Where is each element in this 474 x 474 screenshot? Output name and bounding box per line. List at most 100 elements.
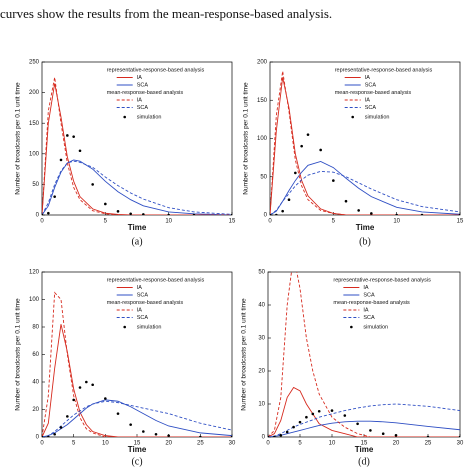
sim-point — [72, 135, 75, 138]
sim-point — [199, 435, 202, 437]
y-tick-label: 0 — [36, 435, 40, 441]
y-tick-label: 20 — [32, 407, 39, 413]
sim-point — [426, 435, 430, 437]
legend-heading: mean-response-based analysis — [333, 300, 410, 306]
sim-point — [167, 434, 170, 437]
sim-point — [42, 213, 44, 215]
series-line — [268, 272, 460, 437]
legend-label: IA — [137, 97, 143, 103]
sim-point — [311, 412, 315, 416]
x-tick-label: 5 — [72, 441, 76, 447]
x-tick-label: 15 — [134, 441, 141, 447]
sim-point — [344, 199, 348, 203]
legend-label: SCA — [137, 292, 149, 298]
legend-heading: representative-response-based analysis — [107, 277, 205, 283]
sim-point — [292, 425, 295, 429]
x-tick-label: 30 — [457, 441, 464, 447]
sim-point — [298, 420, 302, 424]
sim-point — [72, 398, 75, 402]
y-tick-label: 200 — [29, 90, 40, 96]
sim-point — [66, 415, 69, 418]
legend-label: IA — [363, 285, 369, 291]
legend-label: simulation — [363, 324, 388, 330]
x-tick-label: 0 — [268, 219, 272, 225]
sim-point — [154, 432, 158, 436]
y-tick-label: 50 — [32, 182, 39, 188]
series-line — [270, 71, 460, 215]
series-line — [42, 400, 232, 437]
y-axis-label: Number of broadcasts per 0.1 unit time — [241, 298, 248, 411]
y-tick-label: 0 — [36, 213, 40, 219]
sim-point — [230, 435, 232, 437]
x-tick-label: 10 — [393, 219, 400, 225]
sim-point — [332, 179, 335, 182]
legend-label: IA — [365, 97, 371, 103]
sim-point — [279, 434, 283, 437]
y-tick-label: 100 — [257, 136, 268, 142]
sim-point — [275, 213, 278, 215]
legend-label: IA — [365, 75, 371, 81]
sim-point — [116, 412, 120, 415]
sim-point — [285, 430, 289, 434]
legend-label: IA — [137, 75, 143, 81]
sim-point — [59, 158, 63, 162]
series-line — [268, 403, 460, 437]
sim-point — [287, 198, 291, 201]
y-tick-label: 200 — [257, 60, 268, 66]
sim-point — [85, 380, 88, 384]
sim-point — [66, 134, 69, 137]
x-tick-label: 25 — [197, 441, 204, 447]
x-tick-label: 0 — [266, 441, 270, 447]
x-tick-label: 10 — [329, 441, 336, 447]
y-tick-label: 150 — [257, 98, 268, 104]
legend-label: simulation — [137, 114, 162, 120]
data-area — [42, 291, 232, 437]
x-tick-label: 30 — [229, 441, 236, 447]
sim-point — [91, 383, 94, 387]
legend-label: simulation — [137, 324, 162, 330]
x-axis-label: Time — [356, 223, 375, 232]
series-line — [42, 159, 232, 215]
data-area — [268, 272, 460, 437]
panel-label: (a) — [131, 236, 142, 247]
sim-point — [370, 212, 373, 215]
x-axis-label: Time — [128, 223, 147, 232]
y-tick-label: 40 — [258, 303, 265, 309]
x-tick-label: 0 — [40, 219, 44, 225]
legend-label: SCA — [137, 105, 149, 111]
sim-point — [78, 149, 82, 153]
legend-label: IA — [363, 307, 369, 313]
y-axis-label: Number of broadcasts per 0.1 unit time — [243, 82, 250, 195]
sim-point — [458, 435, 460, 437]
y-tick-label: 60 — [32, 352, 39, 358]
x-tick-label: 5 — [104, 219, 108, 225]
y-tick-label: 150 — [29, 121, 40, 127]
legend-heading: representative-response-based analysis — [335, 67, 433, 73]
series-line — [268, 420, 460, 437]
legend-heading: mean-response-based analysis — [107, 90, 184, 96]
y-tick-label: 0 — [262, 435, 266, 441]
legend-label: SCA — [137, 82, 149, 88]
x-axis-label: Time — [128, 445, 147, 454]
sim-point — [47, 211, 50, 215]
y-tick-label: 250 — [29, 60, 40, 66]
data-area — [270, 71, 460, 215]
sim-point — [53, 432, 56, 436]
sim-point — [91, 183, 94, 186]
legend-swatch — [351, 115, 355, 119]
panel-label: (b) — [359, 236, 371, 247]
x-axis-label: Time — [355, 445, 374, 454]
series-line — [268, 386, 460, 437]
legend-label: SCA — [363, 292, 375, 298]
sim-point — [281, 209, 284, 213]
sim-point — [104, 397, 107, 400]
sim-point — [356, 422, 359, 426]
sim-point — [294, 171, 297, 175]
series-line — [42, 291, 232, 437]
legend: representative-response-based analysis IA… — [333, 277, 431, 330]
sim-point — [53, 195, 56, 198]
x-tick-label: 20 — [393, 441, 400, 447]
x-tick-label: 10 — [165, 219, 172, 225]
sim-point — [305, 415, 308, 419]
